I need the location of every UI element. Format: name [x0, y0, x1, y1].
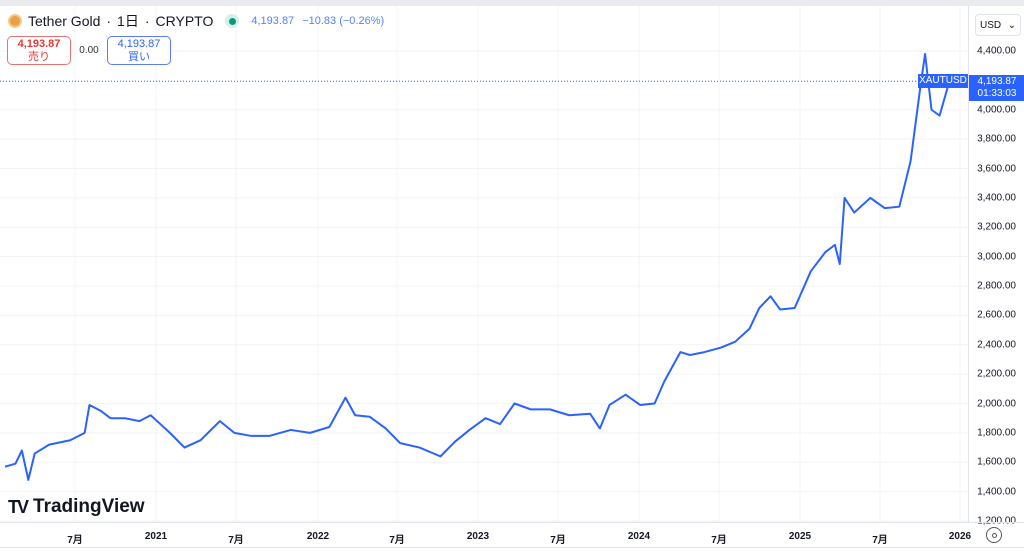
logo-text: TradingView	[33, 496, 145, 517]
symbol-header: Tether Gold · 1日 · CRYPTO 4,193.87 −10.8…	[8, 11, 384, 31]
price-tick: 2,800.00	[977, 280, 1016, 292]
time-tick: 2025	[788, 531, 812, 542]
price-tick: 1,400.00	[977, 486, 1016, 498]
price-tick: 1,800.00	[977, 427, 1016, 439]
price-tick: 2,000.00	[977, 398, 1016, 409]
time-tick: 7月	[67, 535, 83, 546]
buy-label: 買い	[128, 51, 150, 63]
currency-select[interactable]: USD ⌄	[975, 14, 1021, 36]
price-tick: 1,600.00	[977, 456, 1016, 468]
symbol-title[interactable]: Tether Gold	[28, 13, 101, 29]
spread: 0.00	[79, 45, 99, 56]
time-tick: 2022	[306, 531, 330, 542]
time-tick: 2026	[948, 531, 972, 542]
current-price-label: 4,193.87 01:33:03	[969, 75, 1024, 102]
bar-countdown: 01:33:03	[977, 88, 1017, 100]
price-axis[interactable]: USD ⌄ 4,400.00 4,000.00 3,800.00 3,600.00 3,4…	[968, 6, 1024, 527]
interval[interactable]: 1日	[117, 13, 139, 29]
separator: ·	[106, 13, 112, 29]
time-tick: 2024	[627, 531, 651, 542]
sell-button[interactable]: 4,193.87 売り	[7, 36, 71, 65]
buy-price: 4,193.87	[117, 38, 161, 50]
time-tick: 7月	[872, 535, 888, 546]
chevron-down-icon: ⌄	[1007, 20, 1016, 31]
separator: ·	[144, 13, 150, 29]
time-tick: 7月	[550, 535, 566, 546]
sell-price: 4,193.87	[17, 38, 61, 50]
tether-gold-coin-icon	[8, 14, 22, 28]
tradingview-mark-icon: TV	[8, 496, 29, 517]
time-tick: 7月	[389, 535, 405, 546]
price-tick: 3,800.00	[977, 133, 1016, 145]
time-axis[interactable]: 7月 2021 7月 2022 7月 2023 7月 2024 7月 2025 7月 2026	[0, 522, 1024, 548]
price-tick: 3,200.00	[977, 221, 1016, 233]
buy-button[interactable]: 4,193.87 買い	[107, 36, 171, 65]
price-tick: 3,000.00	[977, 251, 1016, 263]
sell-label: 売り	[28, 51, 50, 63]
exchange: CRYPTO	[155, 13, 214, 29]
current-price: 4,193.87	[977, 76, 1017, 88]
price-tick: 4,000.00	[977, 104, 1016, 116]
price-tick: 2,200.00	[977, 368, 1016, 380]
price-line-series[interactable]	[4, 52, 951, 481]
top-border	[0, 0, 1024, 6]
market-status-icon[interactable]	[225, 14, 240, 28]
time-tick: 2023	[466, 531, 490, 542]
last-price: 4,193.87	[251, 15, 295, 27]
settings-gear-icon[interactable]	[986, 527, 1002, 543]
price-tick: 4,400.00	[977, 45, 1016, 57]
symbol-label: XAUTUSD	[918, 74, 968, 89]
trade-buttons: 4,193.87 売り 0.00 4,193.87 買い	[7, 36, 171, 65]
time-tick: 7月	[711, 535, 727, 546]
time-tick: 7月	[228, 535, 244, 546]
price-tick: 3,600.00	[977, 163, 1016, 174]
time-tick: 2021	[144, 531, 168, 542]
currency-label: USD	[980, 20, 1002, 31]
price-chart[interactable]	[0, 6, 968, 522]
price-tick: 2,400.00	[977, 339, 1016, 351]
price-tick: 1,200.00	[977, 515, 1016, 527]
tradingview-logo[interactable]: TV TradingView	[8, 496, 145, 518]
price-change: −10.83 (−0.26%)	[302, 15, 385, 27]
price-tick: 2,600.00	[977, 309, 1016, 321]
price-tick: 3,400.00	[977, 192, 1016, 204]
